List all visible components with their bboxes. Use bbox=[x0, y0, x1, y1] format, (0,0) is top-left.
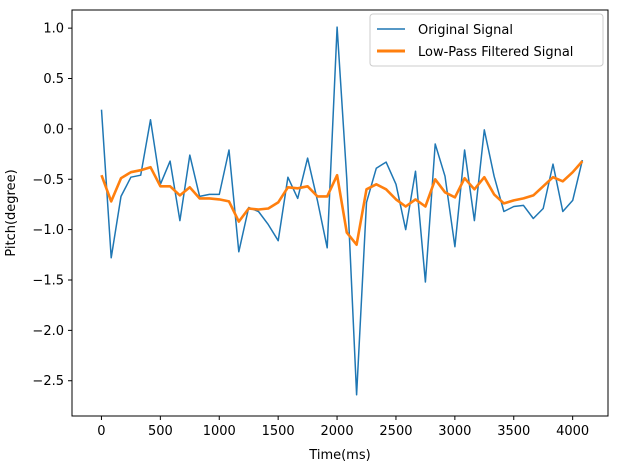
y-tick-label: −1.5 bbox=[32, 273, 64, 288]
y-tick-label: −2.0 bbox=[32, 324, 64, 339]
y-tick-label: −2.5 bbox=[32, 374, 64, 389]
x-tick-label: 3000 bbox=[438, 424, 471, 439]
x-tick-label: 1000 bbox=[203, 424, 236, 439]
x-tick-label: 1500 bbox=[262, 424, 295, 439]
x-tick-label: 2000 bbox=[321, 424, 354, 439]
legend-label-filtered: Low-Pass Filtered Signal bbox=[418, 45, 573, 60]
x-tick-label: 0 bbox=[97, 424, 105, 439]
x-axis-label: Time(ms) bbox=[308, 448, 370, 463]
y-tick-label: 0.0 bbox=[43, 122, 64, 137]
legend: Original Signal Low-Pass Filtered Signal bbox=[369, 13, 604, 67]
series-line-filtered bbox=[100, 160, 584, 246]
plot-area bbox=[100, 26, 584, 396]
legend-box bbox=[369, 13, 604, 67]
x-tick-label: 500 bbox=[148, 424, 173, 439]
series-line-original bbox=[100, 26, 584, 396]
x-tick-label: 3500 bbox=[497, 424, 530, 439]
y-tick-label: 1.0 bbox=[43, 22, 64, 37]
x-tick-label: 2500 bbox=[379, 424, 412, 439]
plot-frame bbox=[71, 9, 609, 417]
y-axis-label: Pitch(degree) bbox=[4, 169, 19, 256]
ticks: 0 500 1000 1500 2000 2500 3000 3500 4000 −2.5 −2.0… bbox=[32, 22, 589, 439]
y-tick-label: −1.0 bbox=[32, 223, 64, 238]
y-tick-label: 0.5 bbox=[43, 72, 64, 87]
legend-label-original: Original Signal bbox=[418, 23, 513, 38]
y-tick-label: −0.5 bbox=[32, 173, 64, 188]
x-tick-label: 4000 bbox=[556, 424, 589, 439]
